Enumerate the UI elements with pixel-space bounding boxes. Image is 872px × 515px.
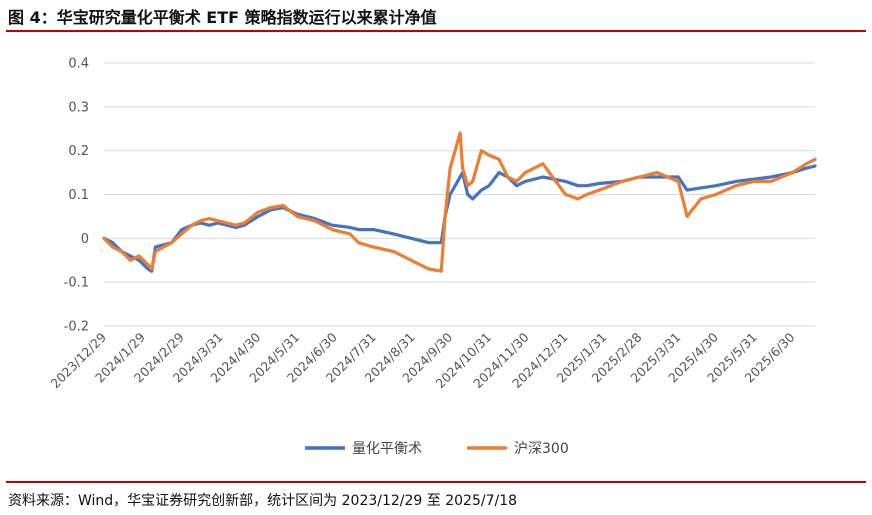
- y-tick-label: 0: [81, 232, 89, 247]
- legend-label: 沪深300: [514, 441, 569, 457]
- y-tick-label: -0.2: [64, 320, 89, 335]
- gridlines: [104, 62, 815, 327]
- top-divider: [6, 30, 866, 32]
- series-line-2: [102, 131, 817, 273]
- series-lines: [102, 131, 817, 273]
- y-tick-label: -0.1: [64, 276, 89, 291]
- source-note: 资料来源：Wind，华宝证券研究创新部，统计区间为 2023/12/29 至 2…: [8, 493, 518, 509]
- y-tick-label: 0.1: [68, 188, 89, 203]
- y-axis-ticks: 0.4 0.3 0.2 0.1 0 -0.1 -0.2: [64, 57, 89, 335]
- x-axis-ticks: 2023/12/292024/1/292024/2/292024/3/31202…: [48, 329, 798, 391]
- y-tick-label: 0.2: [68, 144, 89, 159]
- bottom-divider: [6, 481, 866, 483]
- y-tick-label: 0.3: [68, 100, 89, 115]
- legend-label: 量化平衡术: [352, 441, 422, 457]
- y-tick-label: 0.4: [68, 57, 89, 72]
- legend: 量化平衡术 沪深300: [305, 441, 569, 457]
- chart-title: 图 4：华宝研究量化平衡术 ETF 策略指数运行以来累计净值: [8, 8, 437, 27]
- line-chart: 0.4 0.3 0.2 0.1 0 -0.1 -0.2 2023/12/292024/1/2…: [48, 57, 817, 457]
